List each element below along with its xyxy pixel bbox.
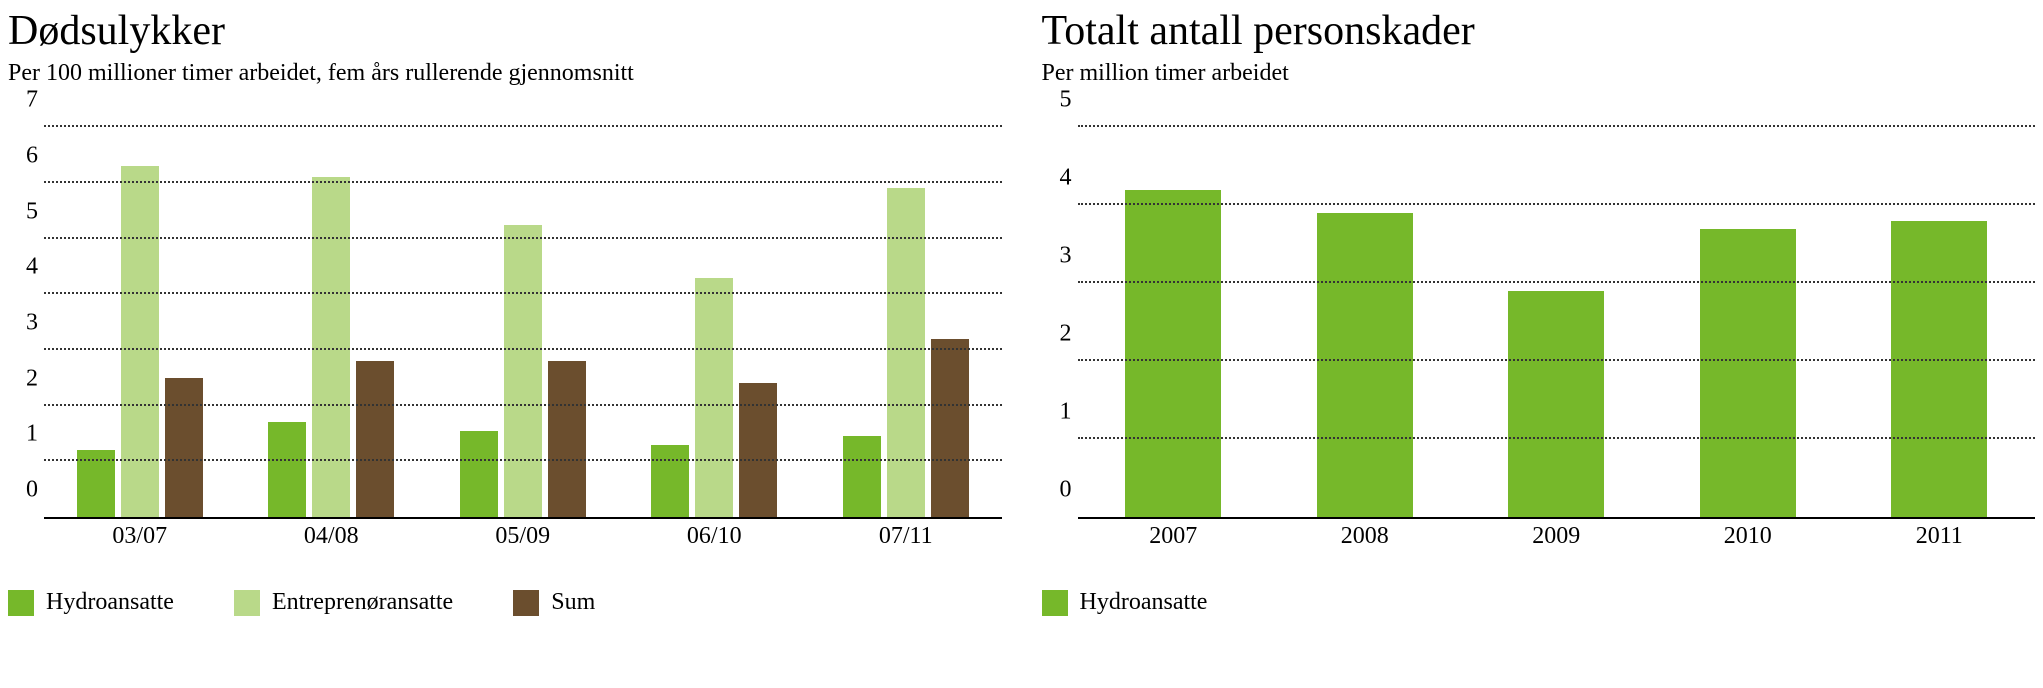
legend-item: Entreprenøransatte — [234, 589, 453, 616]
y-tick-label: 4 — [8, 254, 38, 281]
gridline — [1078, 281, 2036, 283]
bar — [121, 166, 159, 517]
x-tick-label: 2009 — [1461, 517, 1653, 550]
y-tick-label: 7 — [8, 87, 38, 114]
y-tick-label: 0 — [8, 477, 38, 504]
gridline — [44, 459, 1002, 461]
bars — [1652, 127, 1844, 517]
y-tick-label: 0 — [1042, 477, 1072, 504]
gridline — [44, 348, 1002, 350]
left-panel: Dødsulykker Per 100 millioner timer arbe… — [8, 8, 1002, 680]
gridline — [44, 181, 1002, 183]
gridline — [1078, 203, 2036, 205]
gridline — [44, 404, 1002, 406]
bar — [1317, 213, 1413, 517]
legend-swatch — [1042, 590, 1068, 616]
right-chart-area: 20072008200920102011 012345 — [1078, 127, 2036, 547]
right-chart-title: Totalt antall personskader — [1042, 8, 2036, 54]
x-tick-label: 03/07 — [44, 517, 236, 550]
right-bar-groups: 20072008200920102011 — [1078, 127, 2036, 517]
right-panel: Totalt antall personskader Per million t… — [1042, 8, 2036, 680]
bar — [1125, 190, 1221, 518]
legend-label: Hydroansatte — [1080, 589, 1208, 616]
legend-item: Hydroansatte — [8, 589, 174, 616]
x-tick-label: 2007 — [1078, 517, 1270, 550]
x-tick-label: 04/08 — [236, 517, 428, 550]
bar-group: 2009 — [1461, 127, 1653, 517]
y-tick-label: 3 — [1042, 243, 1072, 270]
left-chart-area: 03/0704/0805/0906/1007/11 01234567 — [44, 127, 1002, 547]
right-legend: Hydroansatte — [1042, 589, 2036, 616]
legend-swatch — [513, 590, 539, 616]
legend-swatch — [234, 590, 260, 616]
bar-group: 2011 — [1844, 127, 2036, 517]
y-tick-label: 1 — [1042, 399, 1072, 426]
gridline — [44, 125, 1002, 127]
x-tick-label: 05/09 — [427, 517, 619, 550]
y-tick-label: 4 — [1042, 165, 1072, 192]
y-tick-label: 2 — [1042, 321, 1072, 348]
bar — [356, 361, 394, 517]
x-tick-label: 06/10 — [619, 517, 811, 550]
gridline — [44, 292, 1002, 294]
bar — [651, 445, 689, 517]
legend-swatch — [8, 590, 34, 616]
page: Dødsulykker Per 100 millioner timer arbe… — [0, 0, 2043, 688]
gridline — [1078, 437, 2036, 439]
bar — [1508, 291, 1604, 517]
legend-label: Entreprenøransatte — [272, 589, 453, 616]
bar — [1700, 229, 1796, 518]
x-tick-label: 2010 — [1652, 517, 1844, 550]
bar — [165, 378, 203, 517]
bars — [1269, 127, 1461, 517]
left-chart-subtitle: Per 100 millioner timer arbeidet, fem år… — [8, 60, 1002, 87]
legend-item: Hydroansatte — [1042, 589, 1208, 616]
gridline — [1078, 359, 2036, 361]
y-tick-label: 5 — [8, 198, 38, 225]
x-tick-label: 2008 — [1269, 517, 1461, 550]
bar-group: 2010 — [1652, 127, 1844, 517]
bar — [460, 431, 498, 517]
left-legend: Hydroansatte Entreprenøransatte Sum — [8, 589, 1002, 616]
y-tick-label: 1 — [8, 421, 38, 448]
bar — [1891, 221, 1987, 517]
bars — [1844, 127, 2036, 517]
bar-group: 2008 — [1269, 127, 1461, 517]
bar-group: 2007 — [1078, 127, 1270, 517]
bars — [1078, 127, 1270, 517]
legend-item: Sum — [513, 589, 595, 616]
right-chart-subtitle: Per million timer arbeidet — [1042, 60, 2036, 87]
gridline — [44, 237, 1002, 239]
bars — [1461, 127, 1653, 517]
gridline — [1078, 125, 2036, 127]
bar — [931, 339, 969, 517]
x-tick-label: 07/11 — [810, 517, 1002, 550]
bar — [268, 422, 306, 517]
y-tick-label: 6 — [8, 142, 38, 169]
bar — [504, 225, 542, 518]
right-plot: 20072008200920102011 012345 — [1078, 127, 2036, 519]
bar — [843, 436, 881, 517]
y-tick-label: 2 — [8, 365, 38, 392]
y-tick-label: 3 — [8, 310, 38, 337]
legend-label: Sum — [551, 589, 595, 616]
bar — [548, 361, 586, 517]
y-tick-label: 5 — [1042, 87, 1072, 114]
legend-label: Hydroansatte — [46, 589, 174, 616]
bar — [695, 278, 733, 518]
left-chart-title: Dødsulykker — [8, 8, 1002, 54]
left-plot: 03/0704/0805/0906/1007/11 01234567 — [44, 127, 1002, 519]
x-tick-label: 2011 — [1844, 517, 2036, 550]
